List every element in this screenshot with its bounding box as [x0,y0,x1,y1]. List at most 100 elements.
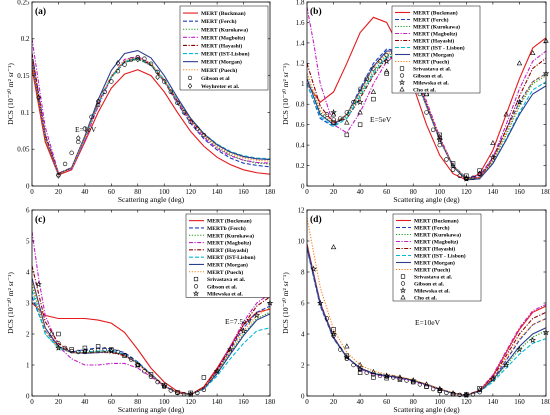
x-tick-label: 80 [410,188,418,196]
legend: MERT (Buckman)MERT (Ferch)MERT (Kurokawa… [392,213,482,302]
data-point [168,89,174,94]
y-tick-label: 6 [301,299,305,307]
x-tick-label: 140 [212,188,223,196]
y-tick-label: 0.25 [17,0,30,6]
legend-item: MERT (IST-Lisbon) [189,254,256,261]
data-point [330,330,337,337]
series-line [32,278,270,396]
panel-d: 0 20 40 60 80 100 120 140 160 180 0 2 4 6 8 10 12 Scatter… [281,206,550,414]
data-point [316,299,324,306]
y-axis-label: DCS (10⁻²⁰ m² sr⁻¹) [281,63,290,125]
data-point [82,126,88,131]
data-point [436,136,444,143]
legend-marker [399,73,405,78]
data-point [344,110,350,115]
x-tick-label: 60 [108,188,116,196]
data-point [142,369,147,374]
data-point [371,375,376,380]
legend-label: Srivastava et al. [414,275,453,281]
legend-marker [400,274,406,279]
legend-marker [187,83,193,89]
data-point [529,336,537,344]
legend-label: MERT (Buckman) [413,10,458,17]
y-tick-label: 0.6 [296,121,305,129]
x-axis-label: Scattering angle (deg) [118,405,185,414]
data-point [464,173,469,178]
legend: MERT (Buckman)MERT (Ferch)MERT (Kurokawa… [179,5,269,91]
data-point [102,89,107,94]
data-point [227,346,234,353]
data-point [175,100,180,106]
legend-label: Gibson et al [201,76,230,82]
y-tick-label: 3 [26,299,30,307]
data-point [69,348,74,354]
data-point [155,379,160,385]
data-point [155,69,160,75]
x-tick-label: 20 [55,398,63,406]
data-point [450,390,456,396]
data-point [409,377,417,384]
data-point [476,386,483,392]
x-tick-label: 120 [185,398,196,406]
data-point [444,157,449,162]
legend-label: MERT (Ferch) [414,225,450,232]
y-tick-label: 1.6 [296,19,305,27]
data-point [424,110,429,115]
data-point [82,349,88,355]
x-tick-label: 160 [514,188,525,196]
data-point [371,96,376,102]
data-point [477,168,482,173]
data-point [331,120,336,125]
data-point [344,353,350,358]
data-point [357,109,363,115]
data-point [95,102,101,108]
legend-label: Srivastava et al. [207,277,246,283]
data-point [344,343,350,349]
legend-item: MERT (Morgan) [189,261,248,268]
x-tick-label: 40 [357,188,365,196]
legend-box [391,5,481,94]
legend-label: MERT (Kurokawa) [201,26,248,33]
data-point [530,50,536,56]
legend-label: MERT (Magboltz) [201,34,245,41]
series-line [307,247,546,396]
legend-item: MERT (Hayashi) [395,38,454,45]
data-point [310,265,317,272]
x-tick-label: 100 [435,398,446,406]
legend-item: MERT (Buckman) [396,218,459,225]
legend-item: MERT (Morgan) [395,52,454,59]
data-point [330,111,337,117]
y-tick-label: 0 [26,182,30,190]
legend-label: Gibson et al. [413,74,444,80]
legend-marker [398,79,406,86]
legend-label: MERT (Buckman) [201,10,246,17]
legend-item: MERT (Hayashi) [189,247,248,254]
legend-label: MERT (Buckman) [207,218,252,225]
series-line [32,265,270,396]
data-point [128,357,134,362]
panel-label: (b) [310,6,322,17]
data-point [351,99,356,105]
data-point [344,132,350,138]
y-tick-label: 0 [301,392,305,400]
legend-label: MERT (Hayashi) [201,42,242,49]
x-tick-label: 20 [330,398,338,406]
x-axis-label: Scattering angle (deg) [118,195,185,204]
y-tick-label: 0.8 [296,101,305,109]
legend-label: MERT (IST - Lisbon) [414,253,466,260]
data-point [115,60,121,67]
x-tick-label: 20 [330,188,338,196]
data-point [181,110,187,115]
data-point [95,347,101,353]
series-lines [307,217,546,396]
x-tick-label: 80 [410,398,418,406]
x-tick-label: 0 [30,188,34,196]
data-point [457,173,462,178]
data-point [35,280,42,288]
legend-box [392,213,482,302]
legend-item: MERTb (Ferch) [189,225,246,232]
legend-label: Cho et al. [414,296,437,302]
data-point [55,344,62,351]
data-point [430,386,436,392]
legend-label: Weyhreter et al. [201,84,240,90]
